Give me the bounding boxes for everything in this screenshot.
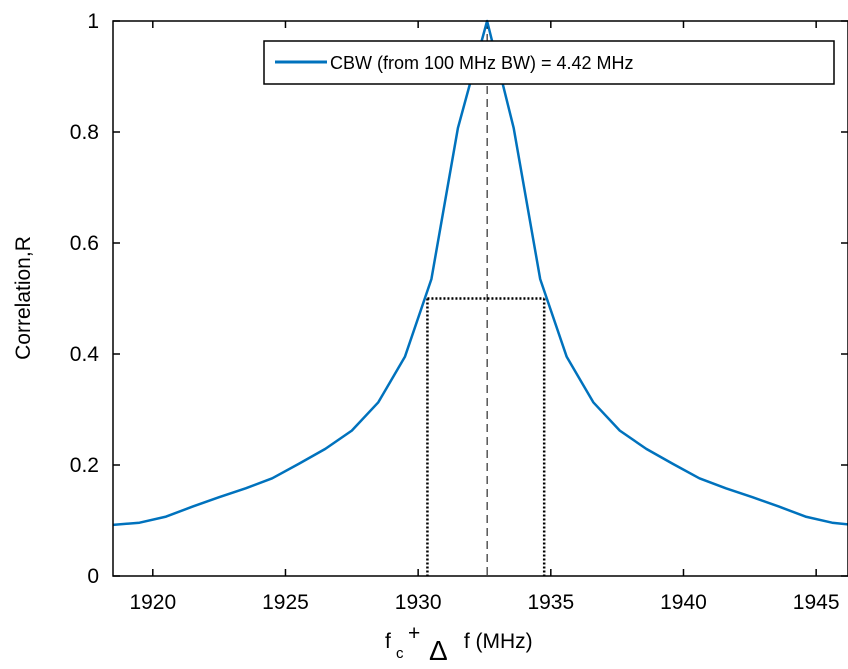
legend-box	[263, 40, 835, 85]
x-tick-label-1930: 1930	[395, 591, 442, 614]
x-axis-label-subscript: c	[396, 645, 404, 662]
axes-frame	[112, 20, 848, 577]
y-tick-label-4: 0.8	[70, 121, 99, 144]
x-tick-label-1940: 1940	[660, 591, 707, 614]
y-tick-label-0: 0	[87, 565, 99, 588]
x-axis-label: f c + Δ f (MHz)	[385, 622, 533, 666]
x-axis-label-unit: f (MHz)	[458, 630, 533, 653]
axis-ticks: 1920 1925 1930 1935 1940 1945 0 0.2 0.4 0.6 0.8 1	[70, 10, 848, 614]
x-tick-label-1935: 1935	[527, 591, 574, 614]
y-tick-label-5: 1	[87, 10, 99, 33]
x-axis-label-plus: +	[408, 622, 420, 645]
y-tick-label-1: 0.2	[70, 454, 99, 477]
legend-entry-label: CBW (from 100 MHz BW) = 4.42 MHz	[330, 53, 634, 73]
x-tick-label-1945: 1945	[793, 591, 840, 614]
x-axis-label-f: f	[385, 630, 391, 653]
y-tick-label-3: 0.6	[70, 232, 99, 255]
x-tick-label-1925: 1925	[262, 591, 309, 614]
legend: CBW (from 100 MHz BW) = 4.42 MHz	[263, 40, 835, 85]
y-axis-label: Correlation,R	[12, 236, 35, 360]
x-tick-label-1920: 1920	[129, 591, 176, 614]
y-tick-label-2: 0.4	[70, 343, 100, 366]
x-axis-label-delta: Δ	[429, 635, 448, 666]
